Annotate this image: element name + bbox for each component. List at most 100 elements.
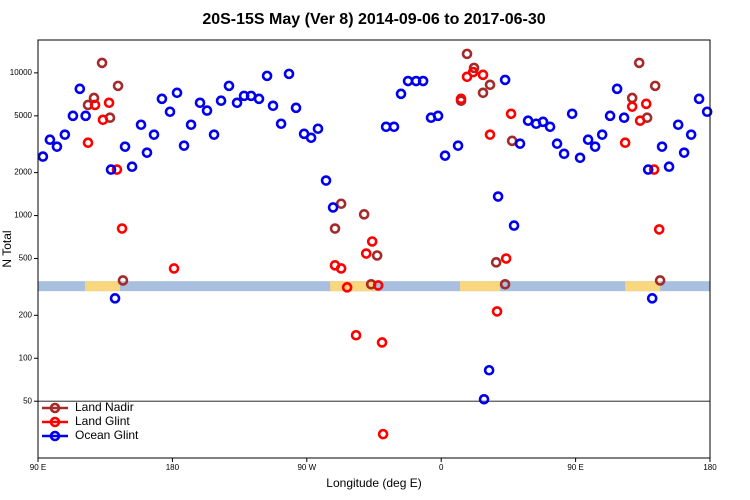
data-point — [105, 164, 117, 175]
x-tick-label: 90 E — [567, 463, 583, 472]
data-point — [185, 119, 197, 131]
data-point — [377, 428, 389, 440]
land-band — [85, 281, 120, 292]
y-tick-label: 2000 — [14, 168, 32, 177]
data-point — [168, 263, 180, 274]
data-point — [417, 75, 429, 87]
y-tick-label: 1000 — [14, 211, 32, 220]
data-point — [320, 175, 332, 186]
legend-label: Land Nadir — [75, 400, 134, 414]
x-tick-label: 90 W — [297, 463, 316, 472]
data-point — [171, 87, 183, 99]
data-point — [678, 147, 690, 158]
data-point — [80, 110, 91, 122]
data-point — [626, 92, 638, 104]
data-point — [290, 102, 302, 114]
y-tick-label: 500 — [19, 254, 33, 263]
data-point — [312, 123, 324, 135]
plot-frame — [37, 39, 711, 459]
x-tick-label: 0 — [439, 463, 444, 472]
data-point — [44, 134, 56, 146]
data-point — [89, 99, 101, 111]
data-point — [335, 263, 347, 274]
data-point — [117, 275, 129, 286]
data-point — [653, 224, 665, 235]
data-point — [141, 147, 153, 158]
data-point — [156, 93, 168, 105]
data-point — [685, 129, 697, 140]
data-point — [478, 393, 490, 405]
data-point — [618, 112, 630, 124]
legend-marker — [49, 416, 61, 428]
data-point — [499, 74, 511, 86]
data-point — [505, 108, 517, 120]
x-tick-label: 180 — [703, 463, 717, 472]
data-point — [582, 134, 594, 146]
data-point — [74, 83, 86, 95]
data-point — [395, 88, 407, 100]
data-point — [164, 106, 176, 118]
data-point — [51, 141, 63, 152]
x-tick-label: 90 E — [30, 463, 46, 472]
data-point — [350, 329, 362, 341]
data-point — [360, 248, 372, 259]
legend-marker — [49, 430, 61, 442]
data-point — [67, 110, 79, 122]
data-point — [633, 57, 645, 69]
land-band — [330, 281, 376, 292]
data-point — [178, 140, 190, 151]
data-point — [59, 129, 71, 140]
data-point — [97, 114, 109, 126]
data-point — [646, 293, 658, 304]
data-point — [500, 253, 512, 264]
data-point — [455, 93, 467, 105]
data-point — [119, 141, 131, 152]
data-point — [253, 93, 265, 105]
data-point — [283, 68, 295, 80]
data-point — [231, 97, 243, 109]
data-point — [484, 129, 496, 140]
data-point — [366, 236, 378, 247]
data-point — [492, 191, 504, 202]
data-point — [640, 98, 652, 110]
y-tick-label: 200 — [19, 310, 33, 319]
data-point — [619, 137, 631, 149]
data-point — [135, 119, 147, 131]
data-point — [103, 97, 115, 109]
data-point — [461, 48, 473, 60]
data-point — [654, 275, 666, 286]
data-point — [148, 129, 160, 140]
data-point — [544, 121, 556, 133]
data-point — [477, 69, 489, 81]
data-point — [37, 151, 49, 162]
data-point — [335, 198, 347, 210]
data-point — [574, 152, 586, 164]
data-point — [491, 306, 503, 317]
data-point — [558, 148, 570, 160]
data-point — [634, 115, 646, 127]
legend-marker — [49, 402, 61, 414]
data-point — [215, 95, 227, 107]
data-point — [358, 209, 370, 220]
data-point — [341, 282, 353, 293]
y-tick-label: 5000 — [14, 111, 32, 120]
data-point — [305, 132, 317, 144]
data-point — [223, 80, 235, 92]
data-point — [275, 118, 287, 130]
data-point — [194, 97, 206, 109]
legend-label: Land Glint — [75, 414, 130, 428]
data-point — [672, 119, 684, 131]
data-point — [376, 337, 388, 348]
data-point — [201, 105, 213, 116]
data-point — [371, 250, 383, 261]
data-point — [452, 140, 464, 151]
data-point — [388, 121, 400, 133]
data-point — [596, 129, 608, 140]
data-point — [432, 110, 444, 122]
data-point — [693, 93, 705, 105]
land-band — [625, 281, 661, 292]
data-point — [551, 138, 563, 149]
data-point — [604, 110, 616, 122]
data-point — [589, 141, 601, 152]
y-tick-label: 10000 — [10, 68, 33, 77]
